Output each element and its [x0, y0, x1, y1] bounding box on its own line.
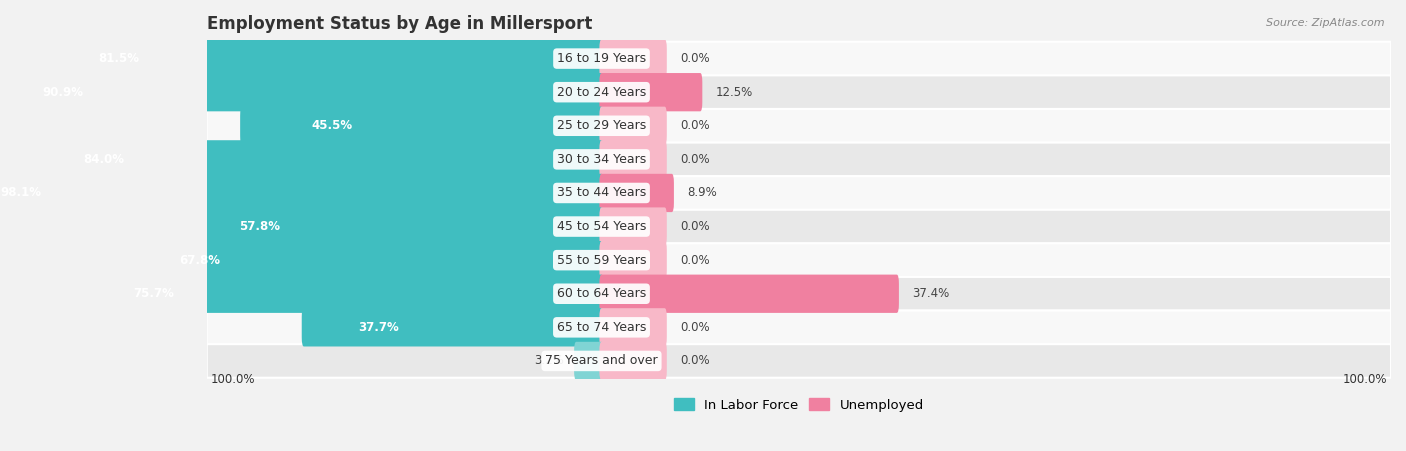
FancyBboxPatch shape: [207, 176, 1391, 210]
Text: 67.8%: 67.8%: [180, 253, 221, 267]
Text: 0.0%: 0.0%: [681, 52, 710, 65]
FancyBboxPatch shape: [599, 207, 666, 246]
Text: 100.0%: 100.0%: [1343, 373, 1388, 386]
Text: 3.2%: 3.2%: [534, 354, 564, 368]
Text: 0.0%: 0.0%: [681, 253, 710, 267]
Text: 60 to 64 Years: 60 to 64 Years: [557, 287, 647, 300]
Text: 0.0%: 0.0%: [681, 220, 710, 233]
FancyBboxPatch shape: [207, 109, 1391, 143]
FancyBboxPatch shape: [574, 342, 603, 380]
Text: 0.0%: 0.0%: [681, 119, 710, 132]
Text: 25 to 29 Years: 25 to 29 Years: [557, 119, 647, 132]
FancyBboxPatch shape: [599, 39, 666, 78]
FancyBboxPatch shape: [207, 277, 1391, 311]
Legend: In Labor Force, Unemployed: In Labor Force, Unemployed: [669, 393, 929, 417]
Text: 0.0%: 0.0%: [681, 321, 710, 334]
FancyBboxPatch shape: [207, 42, 1391, 75]
Text: 81.5%: 81.5%: [98, 52, 139, 65]
FancyBboxPatch shape: [599, 241, 666, 279]
FancyBboxPatch shape: [207, 75, 1391, 109]
FancyBboxPatch shape: [1, 275, 603, 313]
FancyBboxPatch shape: [240, 106, 603, 145]
FancyBboxPatch shape: [302, 308, 603, 346]
Text: 55 to 59 Years: 55 to 59 Years: [557, 253, 647, 267]
FancyBboxPatch shape: [599, 73, 703, 111]
FancyBboxPatch shape: [0, 73, 603, 111]
FancyBboxPatch shape: [65, 241, 603, 279]
FancyBboxPatch shape: [0, 174, 603, 212]
Text: 30 to 34 Years: 30 to 34 Years: [557, 153, 647, 166]
Text: 75.7%: 75.7%: [132, 287, 174, 300]
Text: 8.9%: 8.9%: [688, 186, 717, 199]
FancyBboxPatch shape: [599, 275, 898, 313]
FancyBboxPatch shape: [207, 143, 1391, 176]
Text: Source: ZipAtlas.com: Source: ZipAtlas.com: [1267, 18, 1385, 28]
Text: Employment Status by Age in Millersport: Employment Status by Age in Millersport: [207, 15, 592, 33]
Text: 20 to 24 Years: 20 to 24 Years: [557, 86, 647, 99]
FancyBboxPatch shape: [143, 207, 603, 246]
FancyBboxPatch shape: [0, 140, 603, 179]
FancyBboxPatch shape: [599, 140, 666, 179]
Text: 75 Years and over: 75 Years and over: [546, 354, 658, 368]
FancyBboxPatch shape: [207, 311, 1391, 344]
Text: 98.1%: 98.1%: [0, 186, 41, 199]
FancyBboxPatch shape: [599, 308, 666, 346]
FancyBboxPatch shape: [599, 106, 666, 145]
Text: 12.5%: 12.5%: [716, 86, 754, 99]
FancyBboxPatch shape: [207, 344, 1391, 378]
Text: 45.5%: 45.5%: [312, 119, 353, 132]
Text: 100.0%: 100.0%: [211, 373, 256, 386]
Text: 84.0%: 84.0%: [83, 153, 125, 166]
FancyBboxPatch shape: [0, 39, 603, 78]
FancyBboxPatch shape: [599, 342, 666, 380]
Text: 37.7%: 37.7%: [359, 321, 399, 334]
Text: 37.4%: 37.4%: [912, 287, 950, 300]
Text: 0.0%: 0.0%: [681, 153, 710, 166]
Text: 35 to 44 Years: 35 to 44 Years: [557, 186, 647, 199]
FancyBboxPatch shape: [207, 244, 1391, 277]
Text: 57.8%: 57.8%: [239, 220, 280, 233]
Text: 16 to 19 Years: 16 to 19 Years: [557, 52, 647, 65]
Text: 90.9%: 90.9%: [42, 86, 84, 99]
Text: 45 to 54 Years: 45 to 54 Years: [557, 220, 647, 233]
Text: 65 to 74 Years: 65 to 74 Years: [557, 321, 647, 334]
FancyBboxPatch shape: [599, 174, 673, 212]
FancyBboxPatch shape: [207, 210, 1391, 244]
Text: 0.0%: 0.0%: [681, 354, 710, 368]
